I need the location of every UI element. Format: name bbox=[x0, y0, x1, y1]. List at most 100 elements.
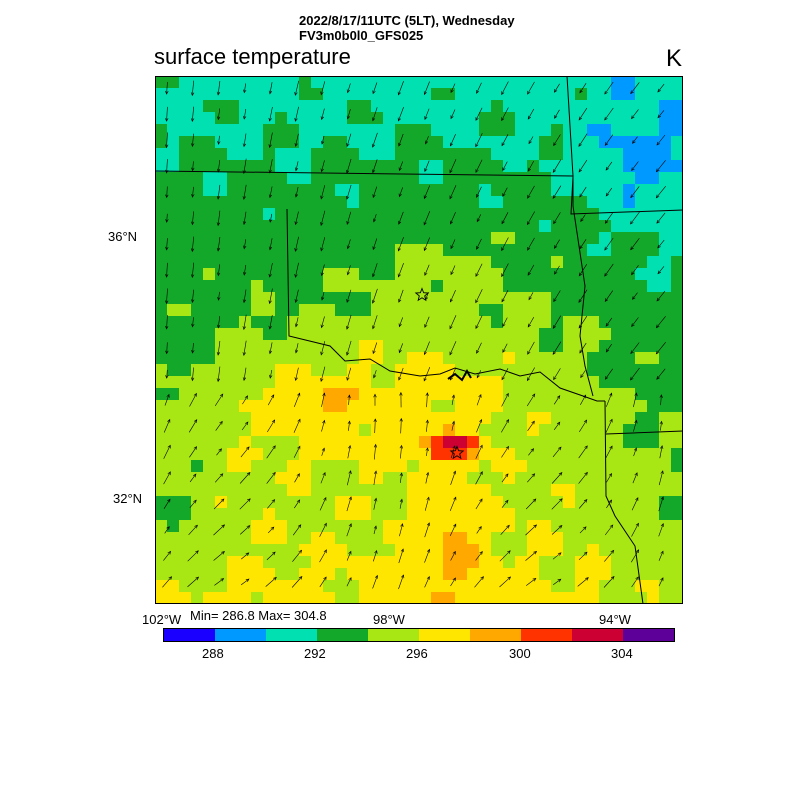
colorbar-tick-label: 292 bbox=[304, 646, 326, 661]
temperature-cell bbox=[323, 328, 336, 341]
temperature-cell bbox=[227, 484, 240, 497]
temperature-cell bbox=[407, 580, 420, 593]
temperature-cell bbox=[611, 136, 624, 149]
temperature-cell bbox=[335, 268, 348, 281]
temperature-cell bbox=[359, 340, 372, 353]
temperature-cell bbox=[155, 112, 168, 125]
temperature-cell bbox=[611, 148, 624, 161]
temperature-cell bbox=[659, 160, 672, 173]
temperature-cell bbox=[443, 196, 456, 209]
temperature-cell bbox=[623, 292, 636, 305]
temperature-cell bbox=[659, 352, 672, 365]
temperature-cell bbox=[215, 88, 228, 101]
temperature-cell bbox=[647, 484, 660, 497]
temperature-cell bbox=[167, 472, 180, 485]
temperature-cell bbox=[659, 436, 672, 449]
temperature-cell bbox=[575, 400, 588, 413]
wind-vector bbox=[552, 341, 562, 355]
temperature-cell bbox=[671, 412, 683, 425]
temperature-cell bbox=[515, 364, 528, 377]
temperature-cell bbox=[167, 100, 180, 113]
temperature-cell bbox=[659, 484, 672, 497]
temperature-cell bbox=[215, 124, 228, 137]
temperature-cell bbox=[491, 76, 504, 89]
temperature-cell bbox=[443, 532, 456, 545]
temperature-cell bbox=[575, 124, 588, 137]
temperature-cell bbox=[227, 244, 240, 257]
temperature-cell bbox=[155, 580, 168, 593]
temperature-cell bbox=[383, 112, 396, 125]
temperature-cell bbox=[287, 148, 300, 161]
temperature-cell bbox=[623, 148, 636, 161]
temperature-cell bbox=[323, 352, 336, 365]
wind-vector bbox=[450, 577, 456, 587]
wind-vector bbox=[423, 341, 430, 356]
wind-vector bbox=[604, 212, 613, 224]
temperature-cell bbox=[491, 484, 504, 497]
temperature-cell bbox=[275, 376, 288, 389]
temperature-cell bbox=[155, 196, 168, 209]
temperature-cell bbox=[179, 376, 192, 389]
wind-vector bbox=[268, 82, 273, 95]
temperature-cell bbox=[191, 556, 204, 569]
temperature-cell bbox=[395, 448, 408, 461]
temperature-cell bbox=[191, 184, 204, 197]
wind-vector bbox=[347, 394, 351, 405]
temperature-cell bbox=[527, 172, 540, 185]
temperature-cell bbox=[407, 484, 420, 497]
temperature-cell bbox=[323, 520, 336, 533]
temperature-cell bbox=[203, 328, 216, 341]
temperature-cell bbox=[251, 208, 264, 221]
temperature-cell bbox=[635, 364, 648, 377]
temperature-cell bbox=[467, 580, 480, 593]
temperature-cell bbox=[503, 484, 516, 497]
temperature-cell bbox=[527, 328, 540, 341]
temperature-cell bbox=[491, 256, 504, 269]
temperature-cell bbox=[611, 340, 624, 353]
temperature-cell bbox=[587, 496, 600, 509]
wind-vector bbox=[449, 523, 457, 537]
temperature-cell bbox=[515, 352, 528, 365]
temperature-cell bbox=[203, 520, 216, 533]
temperature-cell bbox=[563, 424, 576, 437]
temperature-cell bbox=[503, 244, 516, 257]
temperature-cell bbox=[431, 280, 444, 293]
temperature-cell bbox=[359, 532, 372, 545]
temperature-cell bbox=[635, 496, 648, 509]
wind-vector bbox=[165, 262, 169, 278]
wind-vector bbox=[552, 185, 562, 199]
temperature-cell bbox=[419, 592, 432, 604]
temperature-cell bbox=[503, 388, 516, 401]
wind-vector bbox=[399, 523, 404, 537]
temperature-cell bbox=[407, 112, 420, 125]
temperature-cell bbox=[491, 412, 504, 425]
temperature-cell bbox=[335, 544, 348, 557]
temperature-cell bbox=[191, 328, 204, 341]
temperature-cell bbox=[371, 232, 384, 245]
temperature-cell bbox=[203, 268, 216, 281]
temperature-cell bbox=[299, 280, 312, 293]
temperature-cell bbox=[215, 496, 228, 509]
temperature-cell bbox=[443, 412, 456, 425]
temperature-cell bbox=[311, 424, 324, 437]
temperature-cell bbox=[479, 292, 492, 305]
temperature-cell bbox=[203, 136, 216, 149]
temperature-cell bbox=[539, 400, 552, 413]
temperature-cell bbox=[611, 412, 624, 425]
temperature-cell bbox=[611, 172, 624, 185]
temperature-cell bbox=[611, 592, 624, 604]
temperature-cell bbox=[479, 220, 492, 233]
temperature-cell bbox=[191, 352, 204, 365]
temperature-cell bbox=[575, 148, 588, 161]
temperature-cell bbox=[299, 568, 312, 581]
temperature-cell bbox=[611, 232, 624, 245]
temperature-cell bbox=[227, 580, 240, 593]
temperature-cell bbox=[467, 388, 480, 401]
wind-vector bbox=[449, 159, 457, 174]
temperature-cell bbox=[527, 544, 540, 557]
temperature-cell bbox=[299, 88, 312, 101]
wind-vector bbox=[655, 342, 666, 355]
temperature-cell bbox=[647, 148, 660, 161]
temperature-cell bbox=[251, 304, 264, 317]
temperature-cell bbox=[371, 508, 384, 521]
